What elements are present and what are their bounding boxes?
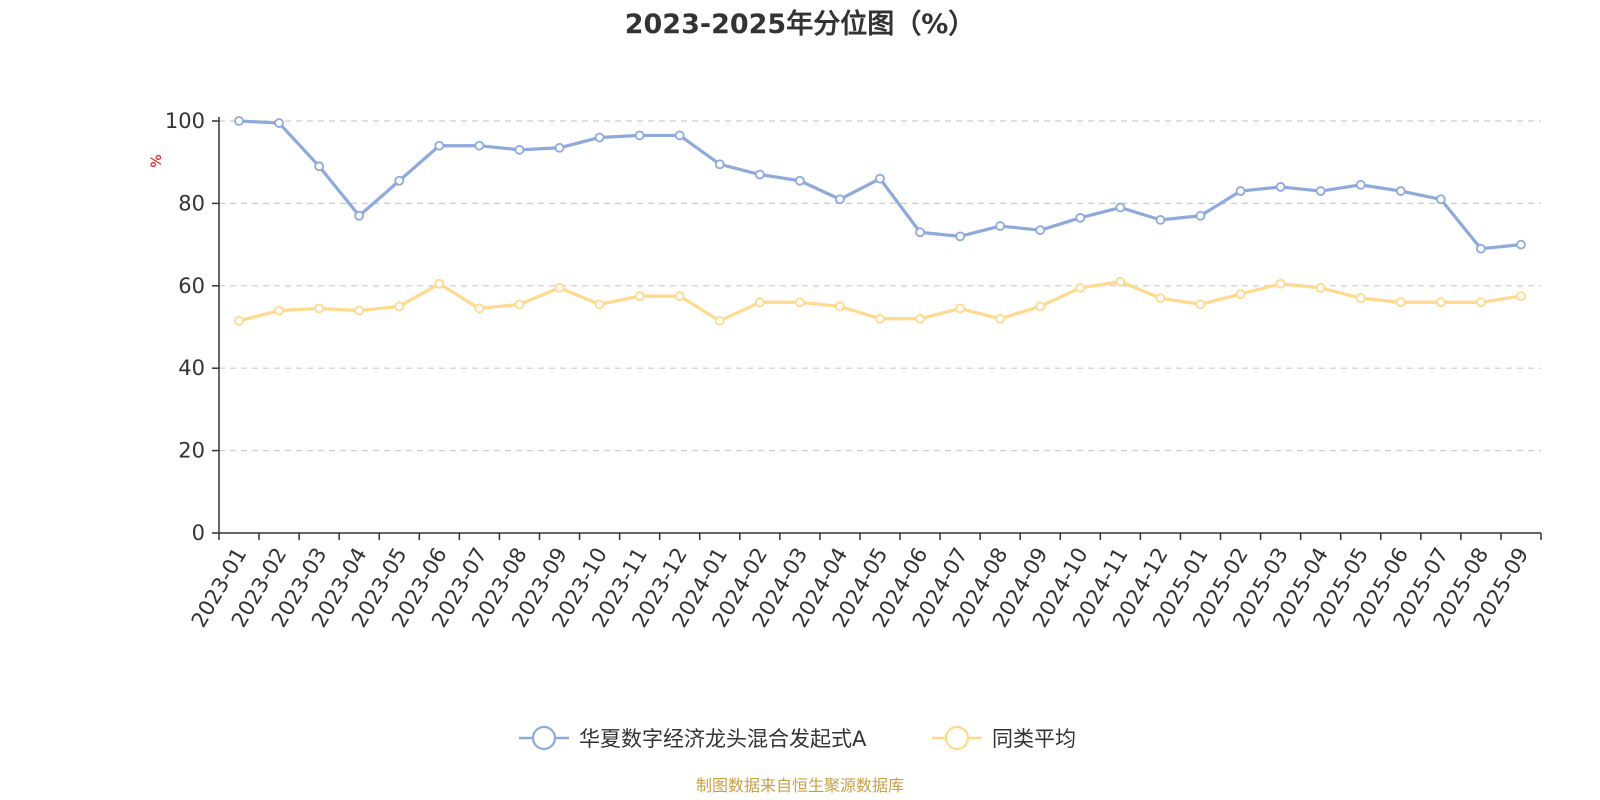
data-point[interactable]: [1355, 179, 1366, 190]
data-point[interactable]: [634, 291, 645, 302]
data-point[interactable]: [1035, 301, 1046, 312]
series-line: [238, 119, 1522, 251]
y-tick-label: 20: [178, 439, 205, 463]
data-point[interactable]: [955, 303, 966, 314]
data-point[interactable]: [314, 303, 325, 314]
data-point[interactable]: [1395, 186, 1406, 196]
data-point[interactable]: [714, 315, 725, 326]
data-point[interactable]: [1155, 214, 1166, 225]
data-point[interactable]: [434, 140, 445, 151]
series-group: [234, 276, 1526, 326]
data-point[interactable]: [754, 297, 765, 308]
data-point[interactable]: [915, 313, 925, 324]
data-point[interactable]: [274, 118, 284, 128]
data-point[interactable]: [1476, 243, 1486, 254]
data-point[interactable]: [875, 173, 885, 184]
data-point[interactable]: [1115, 276, 1126, 287]
data-point[interactable]: [634, 130, 645, 141]
legend-marker: [944, 725, 970, 751]
data-source-note: 制图数据来自恒生聚源数据库: [696, 776, 904, 795]
data-point[interactable]: [554, 142, 565, 153]
data-point[interactable]: [674, 291, 685, 302]
y-tick-label: 80: [178, 191, 205, 215]
data-point[interactable]: [1235, 289, 1246, 299]
data-point[interactable]: [434, 278, 445, 289]
y-axis-label: %: [149, 154, 165, 167]
legend-label: 同类平均: [992, 727, 1076, 751]
data-point[interactable]: [1235, 186, 1246, 196]
data-point[interactable]: [354, 210, 365, 221]
y-tick-label: 60: [178, 274, 205, 298]
legend-label: 华夏数字经济龙头混合发起式A: [579, 727, 867, 751]
data-point[interactable]: [314, 161, 325, 172]
data-point[interactable]: [234, 315, 244, 326]
data-point[interactable]: [754, 169, 765, 180]
data-point[interactable]: [1035, 225, 1046, 236]
data-point[interactable]: [394, 301, 405, 312]
y-tick-label: 100: [165, 109, 205, 133]
data-point[interactable]: [554, 282, 565, 293]
data-point[interactable]: [835, 194, 845, 205]
data-point[interactable]: [835, 301, 845, 312]
data-point[interactable]: [1075, 212, 1086, 223]
y-tick-label: 0: [192, 521, 205, 545]
y-tick-label: 40: [178, 356, 205, 380]
data-point[interactable]: [1315, 186, 1326, 196]
data-point[interactable]: [594, 132, 605, 143]
data-point[interactable]: [1435, 297, 1446, 308]
data-point[interactable]: [875, 313, 885, 324]
data-point[interactable]: [234, 116, 244, 126]
grid-lines: [219, 120, 1541, 452]
data-point[interactable]: [1155, 293, 1166, 304]
legend-item[interactable]: 华夏数字经济龙头混合发起式A: [519, 725, 867, 751]
data-point[interactable]: [915, 227, 925, 238]
data-point[interactable]: [1355, 293, 1366, 304]
data-point[interactable]: [1195, 210, 1206, 221]
data-point[interactable]: [394, 175, 405, 186]
data-point[interactable]: [714, 159, 725, 170]
series-group: [234, 116, 1526, 254]
data-point[interactable]: [514, 144, 525, 155]
data-point[interactable]: [1115, 202, 1126, 213]
data-point[interactable]: [1075, 282, 1086, 293]
data-point[interactable]: [794, 175, 805, 186]
data-point[interactable]: [1195, 299, 1206, 310]
data-point[interactable]: [995, 221, 1006, 231]
series-lines: [234, 116, 1526, 326]
data-point[interactable]: [354, 305, 365, 316]
chart-title: 2023-2025年分位图（%）: [625, 8, 976, 40]
data-point[interactable]: [1395, 297, 1406, 308]
legend-item[interactable]: 同类平均: [932, 725, 1076, 751]
data-point[interactable]: [594, 299, 605, 310]
data-point[interactable]: [474, 303, 485, 314]
data-point[interactable]: [274, 305, 284, 316]
data-point[interactable]: [1435, 194, 1446, 205]
data-point[interactable]: [1516, 291, 1526, 302]
data-point[interactable]: [514, 299, 525, 310]
legend-marker: [531, 725, 557, 751]
legend[interactable]: 华夏数字经济龙头混合发起式A 同类平均: [519, 725, 1076, 751]
data-point[interactable]: [1315, 282, 1326, 293]
data-point[interactable]: [995, 313, 1006, 324]
data-point[interactable]: [1275, 278, 1286, 289]
data-point[interactable]: [474, 140, 485, 151]
data-point[interactable]: [674, 130, 685, 141]
data-point[interactable]: [1516, 239, 1526, 250]
data-point[interactable]: [1275, 182, 1286, 192]
data-point[interactable]: [1476, 297, 1486, 308]
data-point[interactable]: [955, 231, 966, 242]
data-point[interactable]: [794, 297, 805, 308]
